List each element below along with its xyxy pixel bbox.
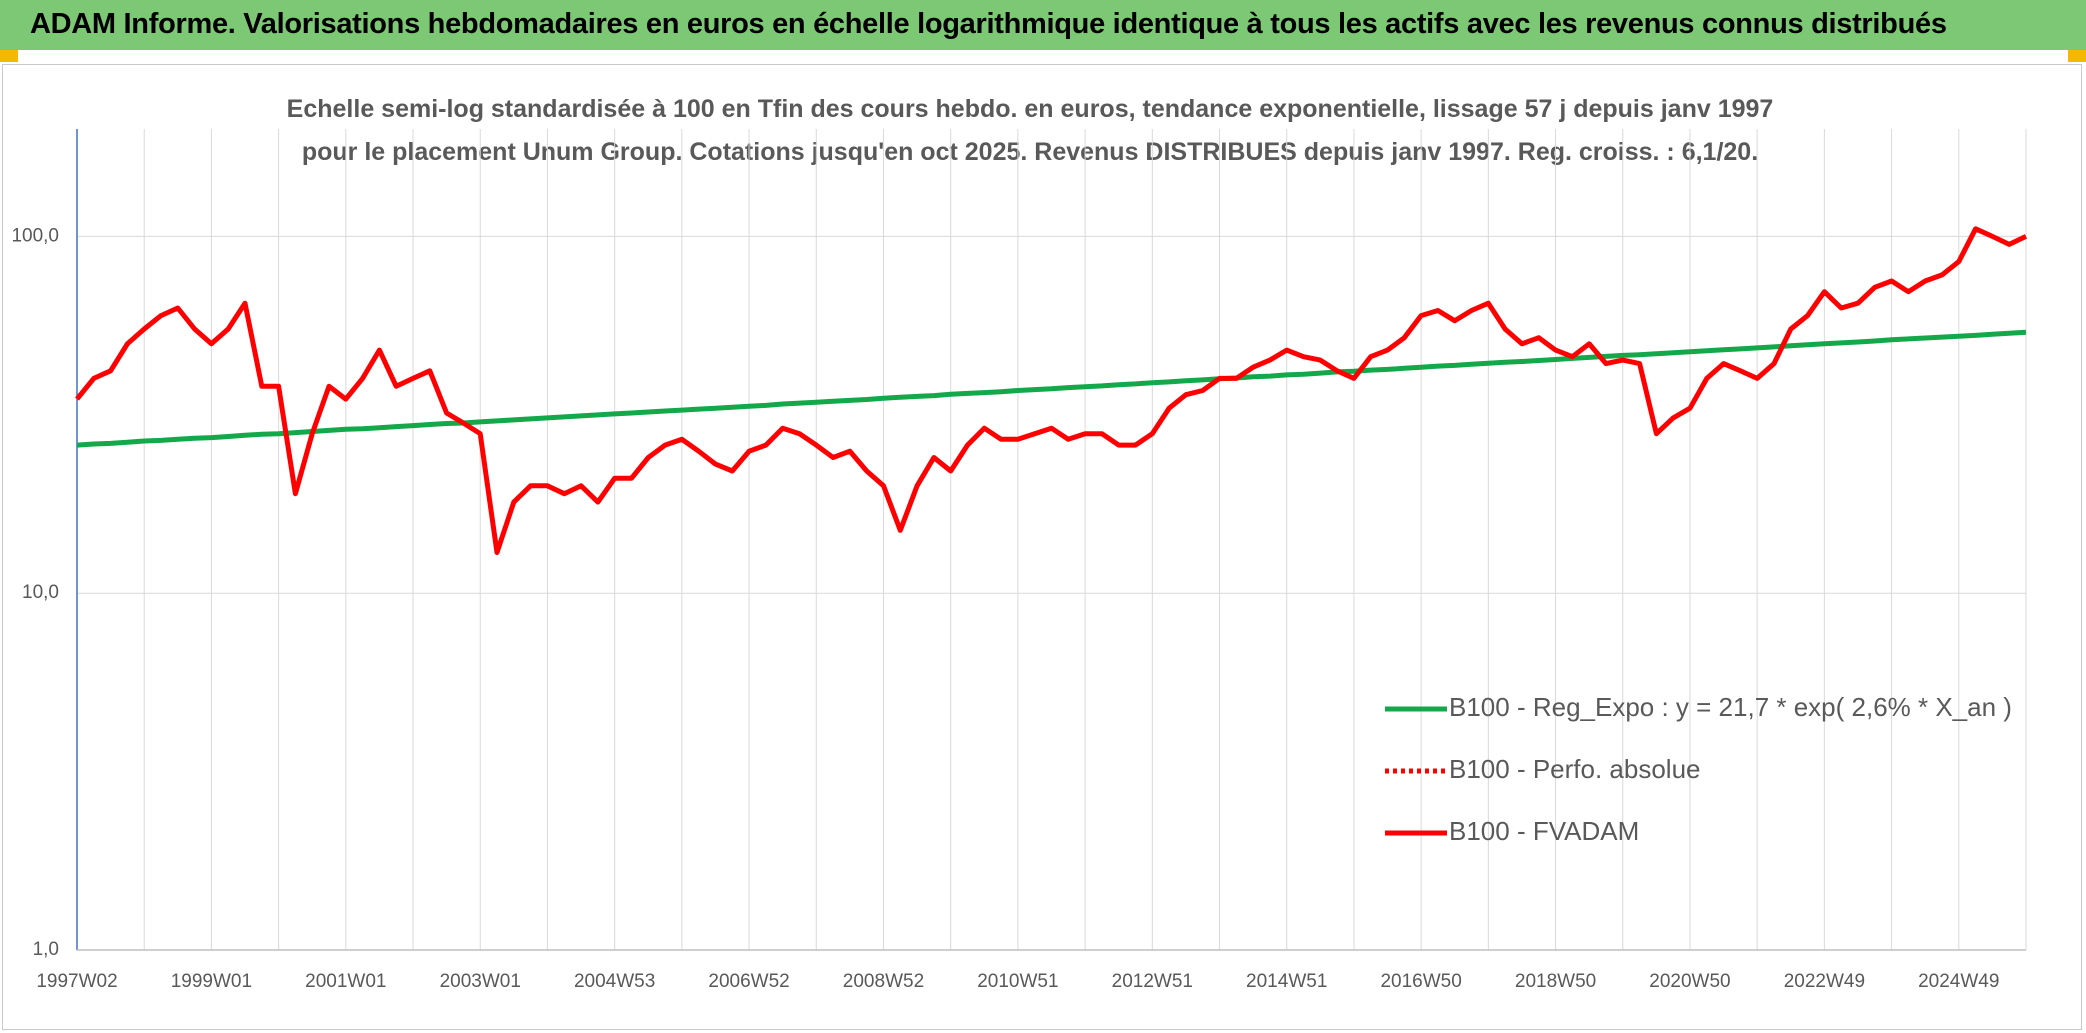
header-title: ADAM Informe. Valorisations hebdomadaire… bbox=[30, 8, 1947, 40]
y-tick-label: 100,0 bbox=[11, 225, 59, 246]
x-tick-label: 2014W51 bbox=[1246, 971, 1327, 992]
x-tick-label: 2018W50 bbox=[1515, 971, 1596, 992]
y-tick-label: 10,0 bbox=[22, 582, 59, 603]
x-tick-label: 2024W49 bbox=[1918, 971, 1999, 992]
x-tick-label: 2020W50 bbox=[1649, 971, 1730, 992]
header-bar: ADAM Informe. Valorisations hebdomadaire… bbox=[0, 0, 2086, 50]
legend-label: B100 - Reg_Expo : y = 21,7 * exp( 2,6% *… bbox=[1449, 692, 2012, 722]
x-tick-label: 2001W01 bbox=[305, 971, 386, 992]
series-line bbox=[76, 329, 2027, 448]
corner-mark bbox=[0, 50, 18, 62]
chart-frame bbox=[2, 64, 2082, 1030]
x-tick-label: 2008W52 bbox=[843, 971, 924, 992]
legend-label: B100 - FVADAM bbox=[1449, 816, 1639, 846]
series-line bbox=[75, 226, 2028, 555]
corner-mark bbox=[2068, 50, 2086, 62]
chart-subtitle: Echelle semi-log standardisée à 100 en T… bbox=[286, 95, 1774, 166]
x-tick-label: 1997W02 bbox=[36, 971, 117, 992]
x-tick-label: 2012W51 bbox=[1112, 971, 1193, 992]
x-tick-label: 2022W49 bbox=[1784, 971, 1865, 992]
x-tick-label: 2006W52 bbox=[708, 971, 789, 992]
y-tick-label: 1,0 bbox=[33, 939, 59, 960]
x-tick-label: 2004W53 bbox=[574, 971, 655, 992]
x-tick-label: 2010W51 bbox=[977, 971, 1058, 992]
x-tick-label: 2003W01 bbox=[440, 971, 521, 992]
legend-label: B100 - Perfo. absolue bbox=[1449, 754, 1701, 784]
x-tick-label: 1999W01 bbox=[171, 971, 252, 992]
x-tick-label: 2016W50 bbox=[1380, 971, 1461, 992]
